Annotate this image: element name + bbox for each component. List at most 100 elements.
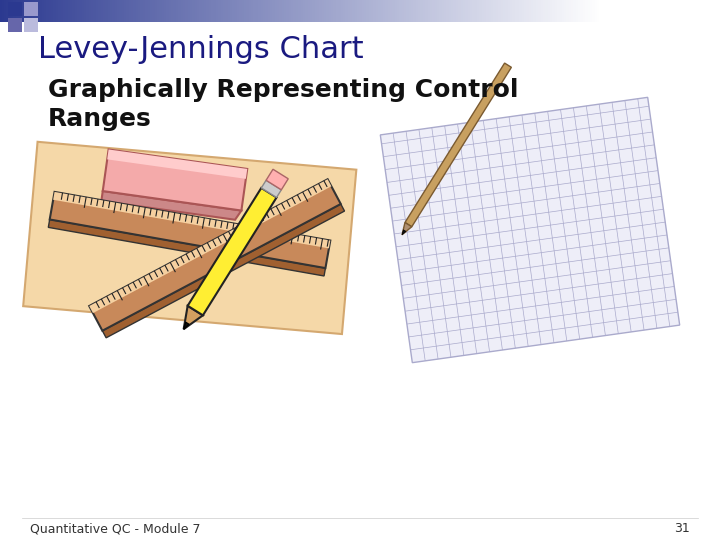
Bar (182, 0, 183, 22)
Bar (167, 0, 168, 22)
Bar (154, 0, 155, 22)
Bar (348, 0, 349, 22)
Bar (510, 0, 511, 22)
Polygon shape (48, 219, 325, 276)
Bar (148, 0, 149, 22)
Bar (578, 0, 579, 22)
Bar (140, 0, 141, 22)
Bar (171, 0, 172, 22)
Bar (604, 0, 605, 22)
Bar (640, 0, 641, 22)
Bar (195, 0, 196, 22)
Bar (705, 0, 706, 22)
Bar (203, 0, 204, 22)
Bar (74, 0, 75, 22)
Bar (630, 0, 631, 22)
Bar (637, 0, 638, 22)
Bar (660, 0, 661, 22)
Bar (262, 0, 263, 22)
Bar (263, 0, 264, 22)
Bar (591, 0, 592, 22)
Bar (569, 0, 570, 22)
Bar (433, 0, 434, 22)
Bar (421, 0, 422, 22)
Bar (627, 0, 628, 22)
Bar (482, 0, 483, 22)
Bar (138, 0, 139, 22)
Bar (629, 0, 630, 22)
Bar (693, 0, 694, 22)
Bar (574, 0, 575, 22)
Bar (458, 0, 459, 22)
Bar (452, 0, 453, 22)
Bar (8, 0, 9, 22)
Bar (502, 0, 503, 22)
Bar (719, 0, 720, 22)
Bar (595, 0, 596, 22)
Bar (398, 0, 399, 22)
Bar (573, 0, 574, 22)
Bar (355, 0, 356, 22)
Bar (451, 0, 452, 22)
Bar (13, 0, 14, 22)
Bar (530, 0, 531, 22)
Bar (603, 0, 604, 22)
Bar (523, 0, 524, 22)
Bar (30, 0, 31, 22)
Bar (57, 0, 58, 22)
Bar (246, 0, 247, 22)
Bar (468, 0, 469, 22)
Bar (168, 0, 169, 22)
Bar (446, 0, 447, 22)
Bar (333, 0, 334, 22)
Bar (293, 0, 294, 22)
Bar (288, 0, 289, 22)
Bar (91, 0, 92, 22)
Bar (632, 0, 633, 22)
Bar (287, 0, 288, 22)
Bar (53, 0, 54, 22)
Bar (115, 0, 116, 22)
Bar (80, 0, 81, 22)
Bar (208, 0, 209, 22)
Bar (672, 0, 673, 22)
Bar (49, 0, 50, 22)
Bar (258, 0, 259, 22)
Bar (419, 0, 420, 22)
Bar (484, 0, 485, 22)
Bar (277, 0, 278, 22)
Bar (656, 0, 657, 22)
Bar (611, 0, 612, 22)
Bar (319, 0, 320, 22)
Bar (371, 0, 372, 22)
Bar (646, 0, 647, 22)
Bar (703, 0, 704, 22)
Bar (657, 0, 658, 22)
Bar (237, 0, 238, 22)
Bar (509, 0, 510, 22)
Bar (566, 0, 567, 22)
Bar (491, 0, 492, 22)
Bar (714, 0, 715, 22)
Bar (214, 0, 215, 22)
Bar (363, 0, 364, 22)
Bar (10, 0, 11, 22)
Bar (299, 0, 300, 22)
Bar (396, 0, 397, 22)
Bar (713, 0, 714, 22)
Bar (370, 0, 371, 22)
Bar (226, 0, 227, 22)
Bar (667, 0, 668, 22)
Bar (501, 0, 502, 22)
Bar (429, 0, 430, 22)
Bar (126, 0, 127, 22)
Polygon shape (89, 179, 331, 313)
Bar (653, 0, 654, 22)
Bar (556, 0, 557, 22)
Bar (152, 0, 153, 22)
Bar (302, 0, 303, 22)
Bar (499, 0, 500, 22)
Bar (43, 0, 44, 22)
Bar (291, 0, 292, 22)
Bar (531, 0, 532, 22)
